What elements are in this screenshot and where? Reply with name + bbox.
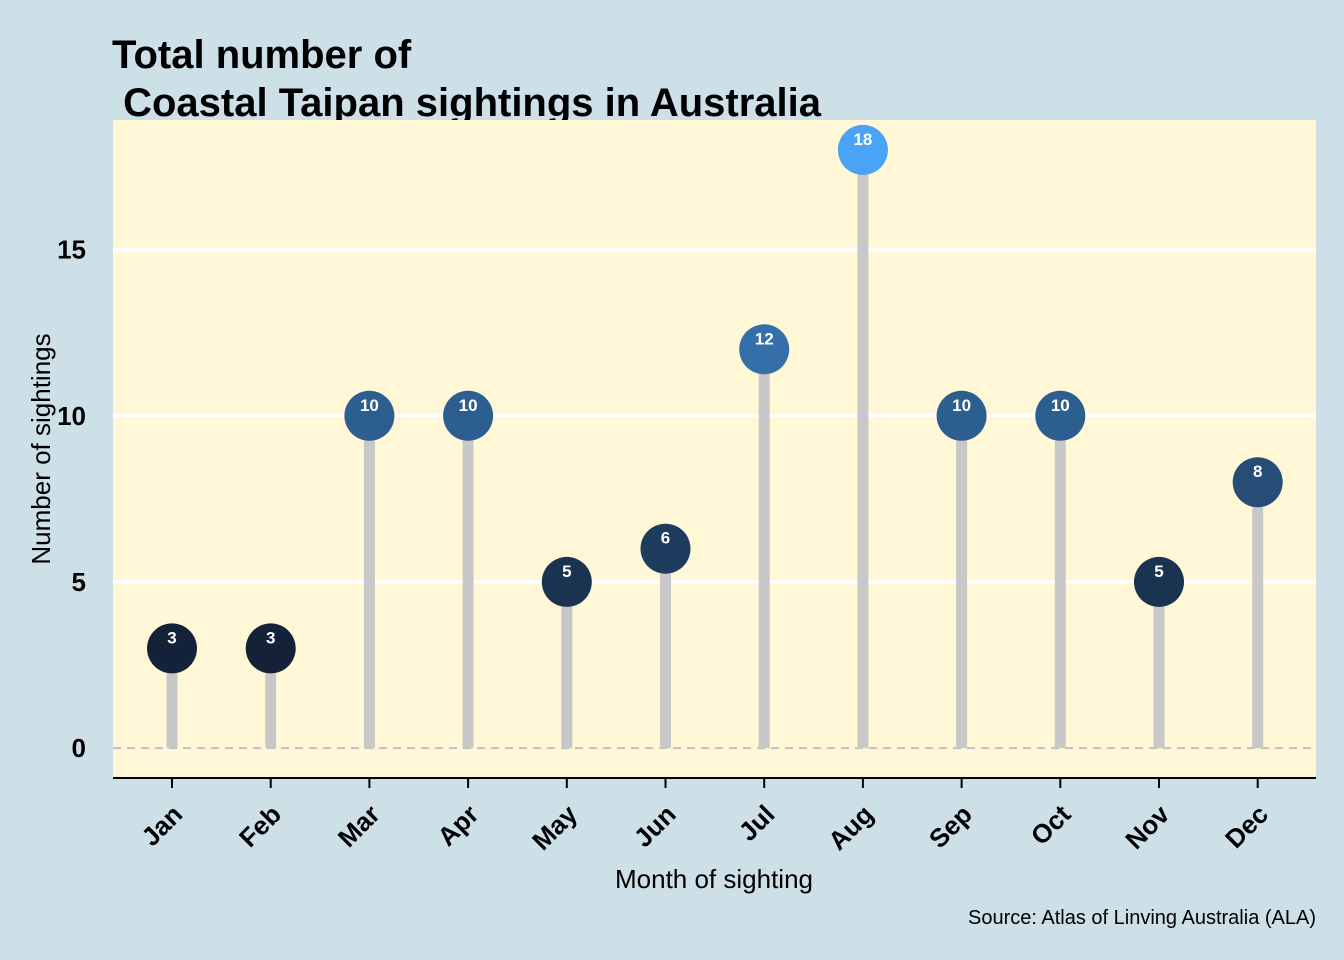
- plot-panel: [113, 120, 1316, 778]
- point-oct: [1035, 390, 1086, 441]
- point-dec: [1232, 457, 1283, 508]
- chart-title-line-1: Total number of: [112, 33, 412, 77]
- point-nov: [1134, 556, 1184, 607]
- points: [147, 124, 1283, 674]
- point-jun: [640, 523, 691, 574]
- point-mar: [344, 390, 395, 441]
- y-tick-label-0: 0: [72, 733, 86, 763]
- point-label-aug: 18: [853, 130, 872, 149]
- y-tick-label-15: 15: [57, 235, 86, 265]
- point-label-dec: 8: [1253, 462, 1262, 481]
- point-label-may: 5: [562, 562, 571, 581]
- x-axis-title: Month of sighting: [615, 864, 813, 894]
- stems: [166, 149, 1264, 749]
- point-aug: [837, 124, 888, 175]
- point-jan: [147, 623, 197, 674]
- point-apr: [443, 390, 494, 441]
- point-label-jun: 6: [661, 529, 670, 548]
- point-label-jul: 12: [755, 329, 774, 348]
- chart-title-line-2: Coastal Taipan sightings in Australia: [112, 81, 822, 125]
- y-tick-label-10: 10: [57, 401, 86, 431]
- point-sep: [936, 390, 987, 441]
- point-label-jan: 3: [167, 628, 176, 647]
- x-ticks: [171, 778, 1259, 788]
- point-labels: 3 3 10 10 5 6 12 18 10 10 5 8: [167, 130, 1262, 647]
- y-tick-label-5: 5: [72, 567, 86, 597]
- point-label-sep: 10: [952, 396, 971, 415]
- point-label-mar: 10: [360, 396, 379, 415]
- gridlines: [113, 247, 1316, 584]
- point-label-nov: 5: [1154, 562, 1163, 581]
- point-may: [541, 556, 592, 607]
- y-axis-title: Number of sightings: [26, 333, 56, 564]
- y-tick-labels: 0 5 10 15: [57, 235, 86, 763]
- chart-caption: Source: Atlas of Linving Australia (ALA): [968, 907, 1316, 929]
- point-feb: [245, 623, 296, 674]
- point-label-feb: 3: [266, 628, 275, 647]
- point-label-apr: 10: [459, 396, 478, 415]
- point-label-oct: 10: [1051, 396, 1070, 415]
- point-jul: [739, 324, 790, 375]
